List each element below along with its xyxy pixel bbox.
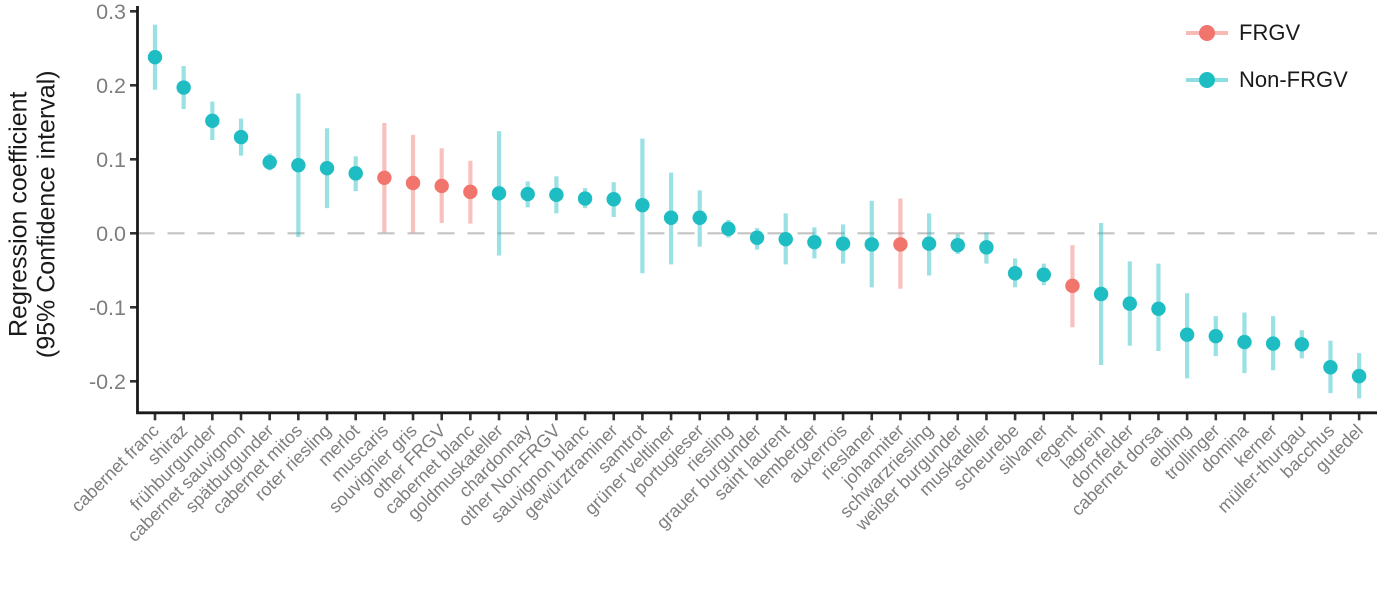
y-tick-label: 0.0 <box>96 222 126 246</box>
point-cabernet blanc <box>463 184 478 200</box>
point-frühburgunder <box>205 113 220 129</box>
point-roter riesling <box>319 160 335 176</box>
point-dornfelder <box>1122 296 1137 311</box>
point-merlot <box>348 166 363 181</box>
point-muskateller <box>979 240 994 255</box>
point-kerner <box>1265 336 1281 351</box>
point-silvaner <box>1036 267 1051 282</box>
point-bacchus <box>1323 360 1338 375</box>
y-tick-label: 0.1 <box>96 148 126 172</box>
point-grauer burgunder <box>749 230 765 245</box>
point-lagrein <box>1093 286 1109 302</box>
legend-label-non-frgv: Non-FRGV <box>1239 67 1348 92</box>
point-gewürztraminer <box>606 192 621 207</box>
point-grüner veltliner <box>663 210 679 225</box>
point-chardonnay <box>520 186 535 202</box>
y-tick-label: 0.2 <box>96 74 126 98</box>
point-riesling <box>721 221 736 237</box>
point-spätburgunder <box>262 155 277 170</box>
point-elbling <box>1179 327 1195 342</box>
point-schwarzriesling <box>921 236 937 251</box>
point-rieslaner <box>864 237 879 252</box>
point-saint laurent <box>778 232 793 247</box>
point-auxerrois <box>835 236 851 251</box>
point-gutedel <box>1351 368 1367 384</box>
point-domina <box>1237 334 1252 350</box>
point-samtrot <box>635 197 650 213</box>
y-tick-label: -0.2 <box>89 370 126 394</box>
point-sauvignon blanc <box>577 191 593 206</box>
legend-item-non-frgv: Non-FRGV <box>1186 67 1348 93</box>
point-lemberger <box>807 234 822 250</box>
legend: FRGV Non-FRGV <box>1186 20 1348 93</box>
point-cabernet dorsa <box>1151 301 1166 316</box>
point-souvignier gris <box>405 175 421 191</box>
point-other Non-FRGV <box>549 187 564 203</box>
non-frgv-pointrange-icon <box>1186 70 1228 90</box>
point-johanniter <box>893 237 908 252</box>
legend-item-frgv: FRGV <box>1186 20 1348 46</box>
point-cabernet mitos <box>291 158 306 173</box>
point-other FRGV <box>434 178 449 194</box>
point-portugieser <box>692 210 707 225</box>
frgv-pointrange-icon <box>1186 23 1228 43</box>
y-tick-label: -0.1 <box>89 296 126 320</box>
point-weißer burgunder <box>950 237 965 253</box>
point-müller-thurgau <box>1294 337 1310 352</box>
point-regent <box>1065 278 1080 294</box>
legend-label-frgv: FRGV <box>1239 20 1301 45</box>
point-shiraz <box>176 80 191 95</box>
point-cabernet sauvignon <box>233 129 249 145</box>
point-goldmuskateller <box>491 186 507 201</box>
y-tick-label: 0.3 <box>96 0 126 24</box>
point-trollinger <box>1208 328 1223 344</box>
point-cabernet franc <box>147 49 163 65</box>
point-scheurebe <box>1007 266 1023 281</box>
point-muscaris <box>377 170 392 185</box>
